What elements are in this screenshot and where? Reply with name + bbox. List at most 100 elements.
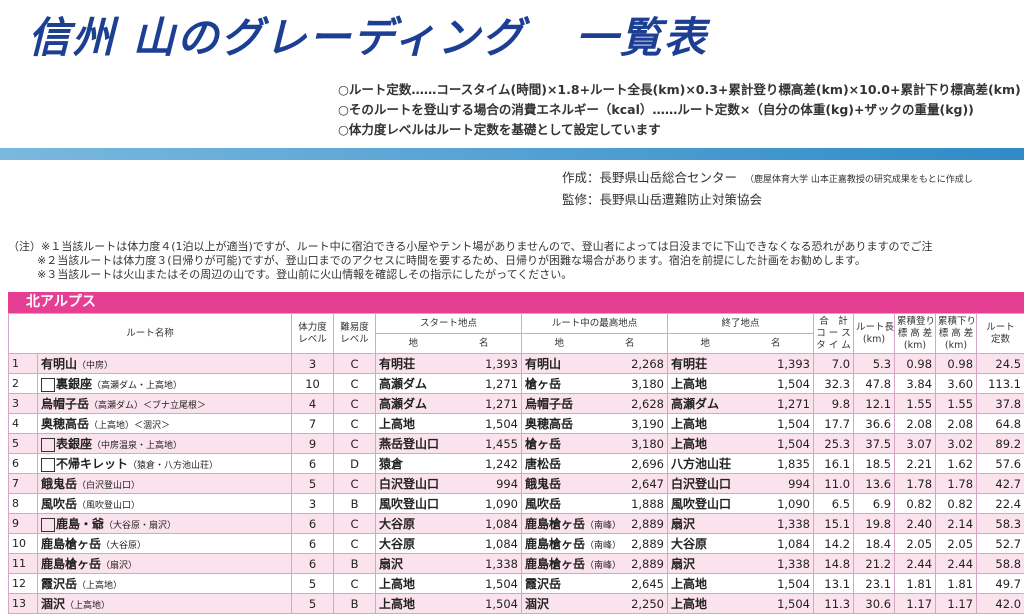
route-constant: 113.1 xyxy=(977,374,1024,394)
cumulative-up: 1.55 xyxy=(895,394,936,414)
total-time: 11.3 xyxy=(814,594,854,614)
route-constant: 58.8 xyxy=(977,554,1024,574)
cumulative-up: 0.82 xyxy=(895,494,936,514)
total-time: 13.1 xyxy=(814,574,854,594)
cumulative-down: 2.14 xyxy=(936,514,977,534)
route-length: 23.1 xyxy=(854,574,895,594)
total-time: 25.3 xyxy=(814,434,854,454)
header-start: スタート地点 xyxy=(376,314,522,334)
header-highest-sub: 地名 xyxy=(522,334,668,354)
difficulty-level: C xyxy=(334,534,376,554)
cumulative-up: 1.17 xyxy=(895,594,936,614)
difficulty-level: C xyxy=(334,474,376,494)
cumulative-up: 2.08 xyxy=(895,414,936,434)
route-constant: 49.7 xyxy=(977,574,1024,594)
difficulty-level: B xyxy=(334,494,376,514)
cumulative-up: 3.84 xyxy=(895,374,936,394)
stamina-level: 6 xyxy=(292,514,334,534)
credits: 作成：長野県山岳総合センター （鹿屋体育大学 山本正嘉教授の研究成果をもとに作成… xyxy=(562,168,973,209)
row-number: 7 xyxy=(9,474,38,494)
row-number: 1 xyxy=(9,354,38,374)
stamina-level: 3 xyxy=(292,494,334,514)
cumulative-down: 1.17 xyxy=(936,594,977,614)
stamina-level: 10 xyxy=(292,374,334,394)
route-name: 奥穂高岳（上高地）＜涸沢＞ xyxy=(38,414,292,434)
row-number: 4 xyxy=(9,414,38,434)
header-difficulty: 難易度レベル xyxy=(334,314,376,354)
route-name: 涸沢（上高地） xyxy=(38,594,292,614)
route-name: 餓鬼岳（白沢登山口） xyxy=(38,474,292,494)
author-note: （鹿屋体育大学 山本正嘉教授の研究成果をもとに作成し xyxy=(750,175,973,185)
formula-stamina: ○体力度レベルはルート定数を基礎として設定しています xyxy=(338,120,1021,140)
header-cumulative-down: 累積下り標 高 差(km) xyxy=(936,314,977,354)
cumulative-down: 3.02 xyxy=(936,434,977,454)
header-route-constant: ルート定数 xyxy=(977,314,1024,354)
stamina-level: 6 xyxy=(292,534,334,554)
stamina-level: 9 xyxy=(292,434,334,454)
route-constant: 42.0 xyxy=(977,594,1024,614)
stamina-level: 3 xyxy=(292,354,334,374)
route-constant: 64.8 xyxy=(977,414,1024,434)
total-time: 32.3 xyxy=(814,374,854,394)
note-3: ※３当該ルートは火山またはその周辺の山です。登山前に火山情報を確認しその指示にし… xyxy=(8,268,932,282)
cumulative-down: 1.62 xyxy=(936,454,977,474)
header-band xyxy=(0,148,1024,160)
formula-energy: ○そのルートを登山する場合の消費エネルギー（kcal）……ルート定数×（自分の体… xyxy=(338,100,1021,120)
difficulty-level: C xyxy=(334,394,376,414)
total-time: 16.1 xyxy=(814,454,854,474)
cumulative-down: 2.08 xyxy=(936,414,977,434)
stamina-level: 6 xyxy=(292,554,334,574)
header-start-sub: 地名 xyxy=(376,334,522,354)
stamina-level: 5 xyxy=(292,474,334,494)
route-table: ルート名称 体力度レベル 難易度レベル スタート地点 ルート中の最高地点 終了地… xyxy=(8,313,1024,614)
note-1: （注）※１当該ルートは体力度４(1泊以上が適当)ですが、ルート中に宿泊できる小屋… xyxy=(8,240,932,254)
cumulative-down: 0.98 xyxy=(936,354,977,374)
overnight-mark-icon xyxy=(41,378,55,392)
difficulty-level: B xyxy=(334,594,376,614)
row-number: 9 xyxy=(9,514,38,534)
route-constant: 58.3 xyxy=(977,514,1024,534)
row-number: 10 xyxy=(9,534,38,554)
route-constant: 89.2 xyxy=(977,434,1024,454)
route-length: 19.8 xyxy=(854,514,895,534)
difficulty-level: C xyxy=(334,354,376,374)
route-constant: 57.6 xyxy=(977,454,1024,474)
total-time: 14.8 xyxy=(814,554,854,574)
row-number: 5 xyxy=(9,434,38,454)
cumulative-up: 3.07 xyxy=(895,434,936,454)
cumulative-down: 0.82 xyxy=(936,494,977,514)
header-end: 終了地点 xyxy=(668,314,814,334)
route-name: 霞沢岳（上高地） xyxy=(38,574,292,594)
route-constant: 42.7 xyxy=(977,474,1024,494)
route-constant: 37.8 xyxy=(977,394,1024,414)
difficulty-level: C xyxy=(334,434,376,454)
route-name: 有明山（中房） xyxy=(38,354,292,374)
difficulty-level: B xyxy=(334,554,376,574)
stamina-level: 5 xyxy=(292,574,334,594)
route-name: 烏帽子岳（高瀬ダム）＜ブナ立尾根＞ xyxy=(38,394,292,414)
route-length: 36.6 xyxy=(854,414,895,434)
overnight-mark-icon xyxy=(41,518,55,532)
highest-point: 鹿島槍ヶ岳（南峰）2,889 xyxy=(522,514,668,534)
total-time: 11.0 xyxy=(814,474,854,494)
